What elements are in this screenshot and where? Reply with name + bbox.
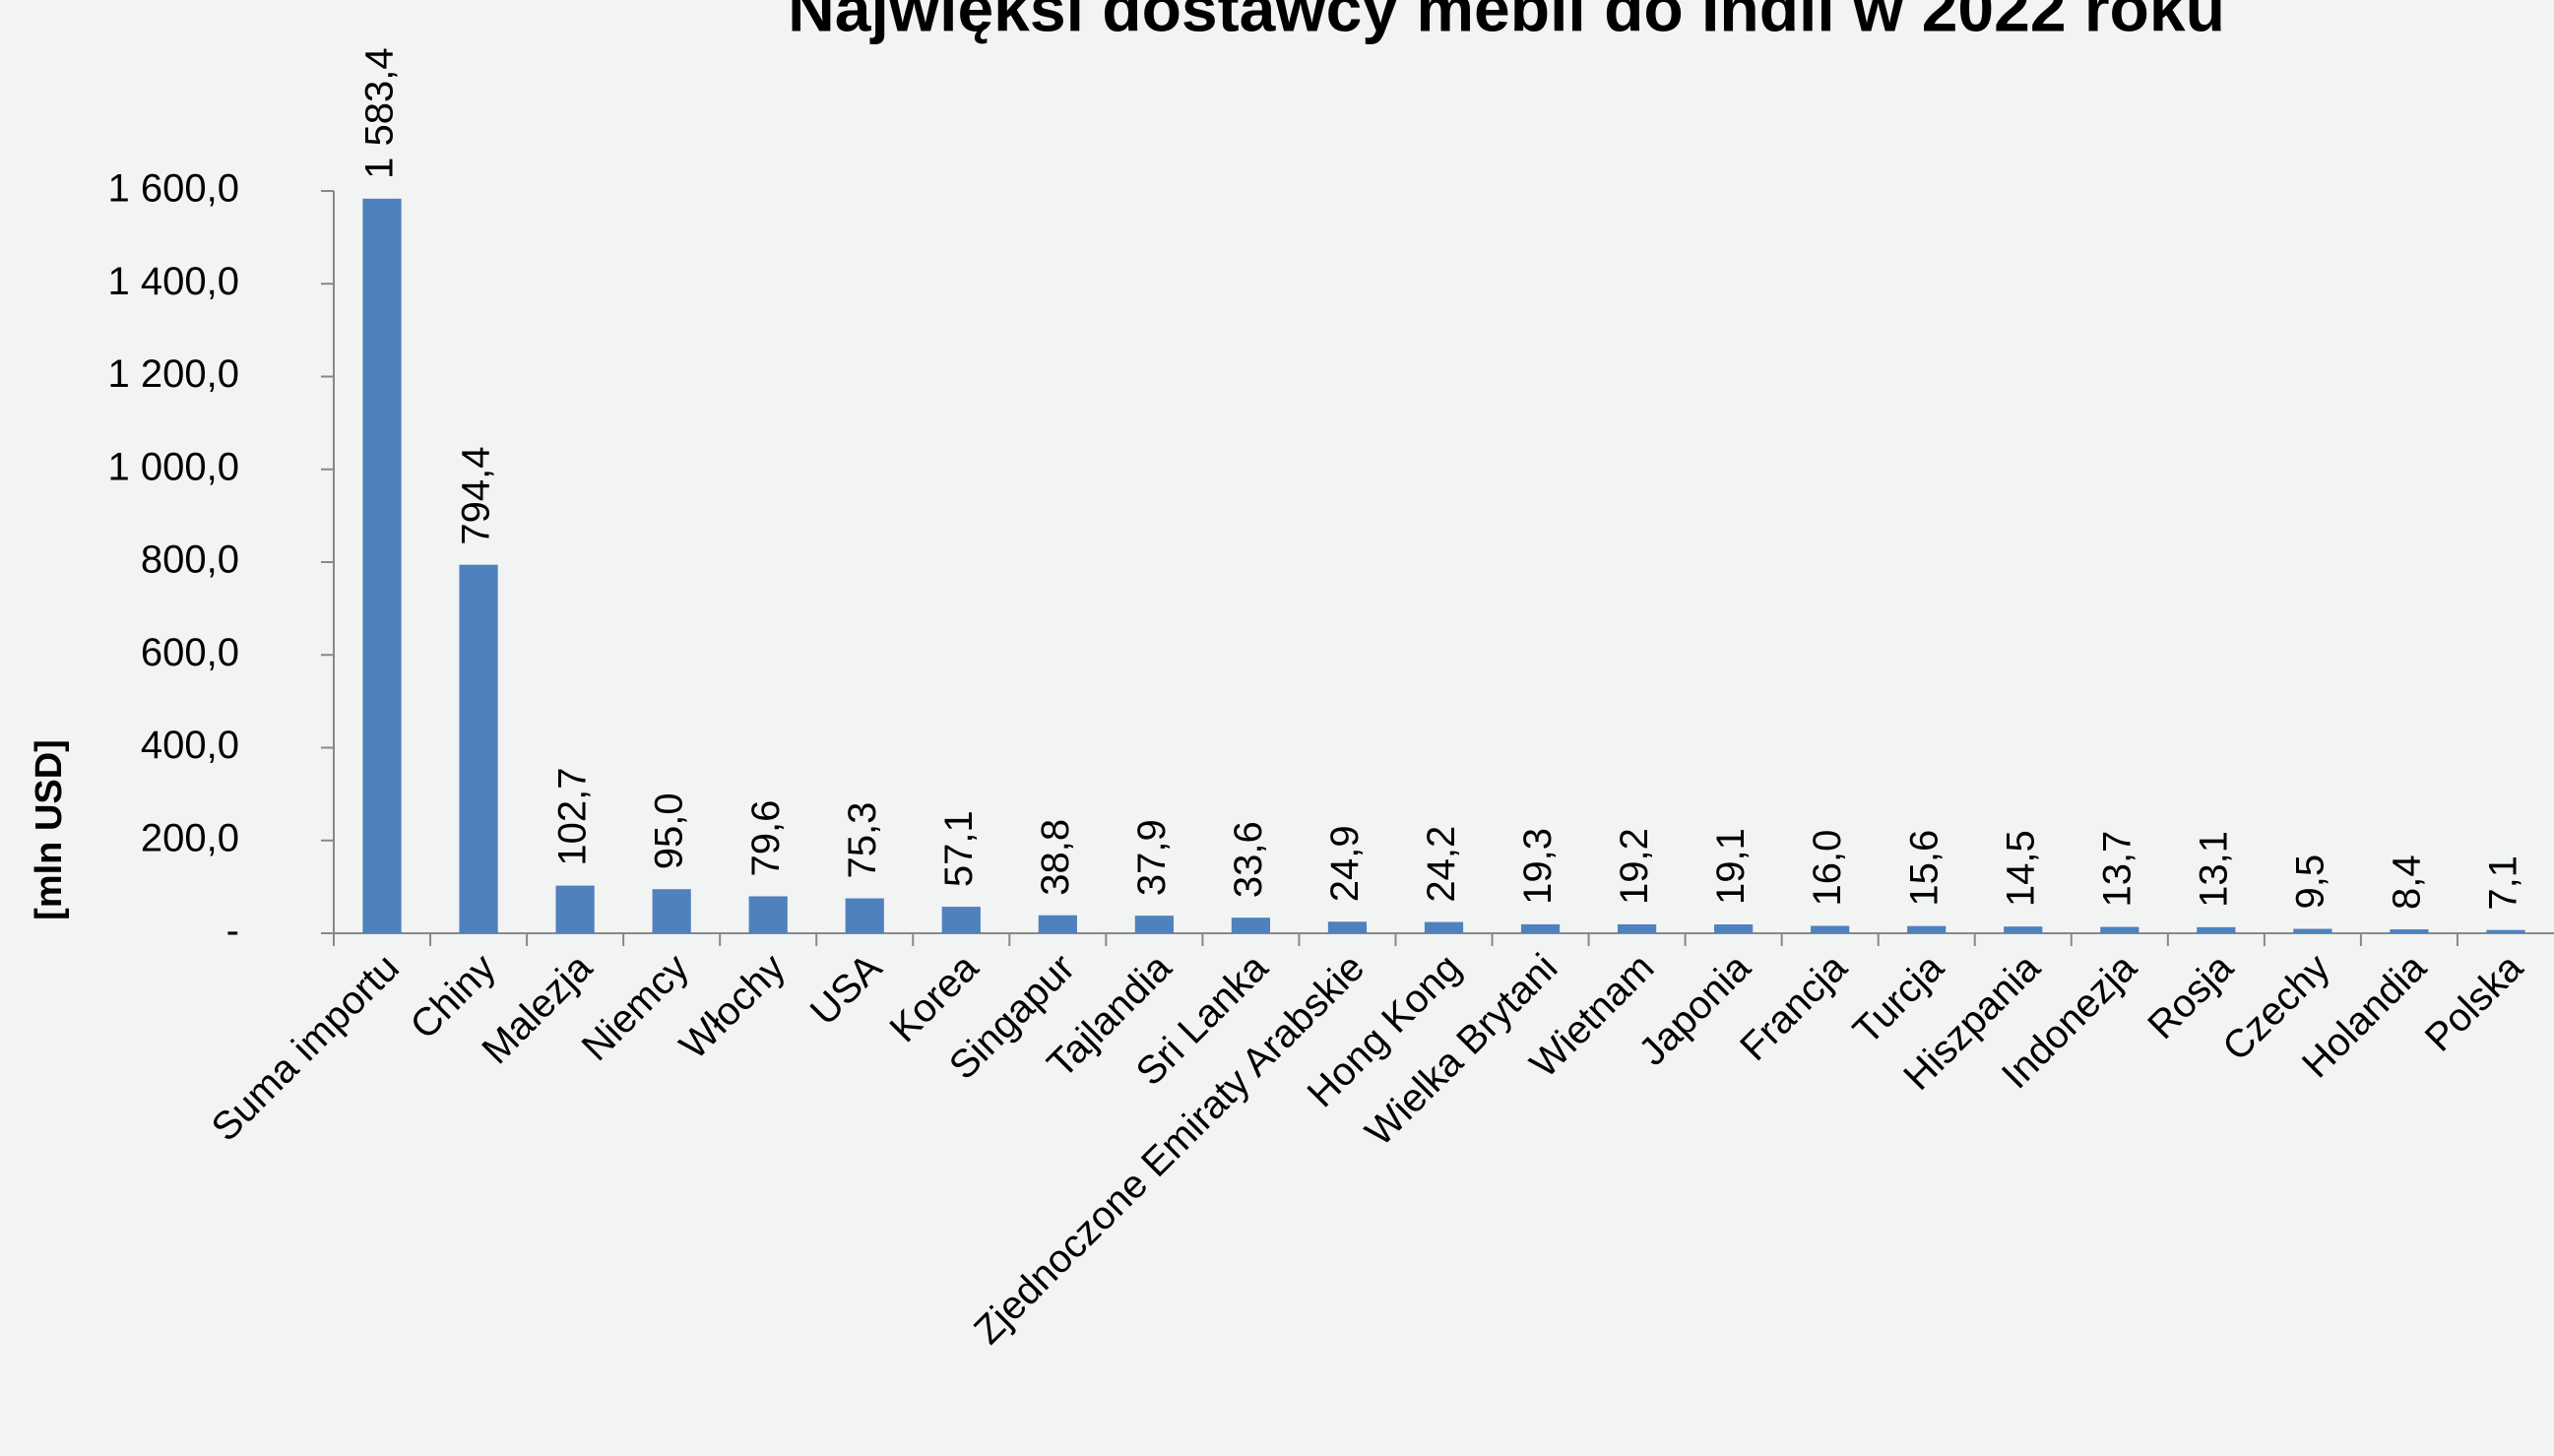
bar — [941, 907, 981, 933]
bar — [1617, 923, 1657, 933]
bar — [1231, 918, 1271, 933]
y-tick-label: 1 200,0 — [108, 352, 239, 396]
y-tick-label: 600,0 — [141, 631, 239, 674]
value-label: 24,2 — [1420, 826, 1463, 903]
value-label: 13,1 — [2192, 831, 2235, 908]
bar — [2486, 929, 2525, 933]
value-label: 19,3 — [1516, 828, 1560, 905]
y-tick-label: 200,0 — [141, 816, 239, 859]
y-tick-label: 1 000,0 — [108, 445, 239, 488]
value-label: 38,8 — [1034, 819, 1077, 896]
y-tick-label: 1 600,0 — [108, 167, 239, 211]
bar — [2004, 926, 2043, 933]
y-tick-label: 800,0 — [141, 538, 239, 582]
bar — [748, 896, 788, 933]
value-label: 8,4 — [2385, 855, 2428, 910]
value-label: 57,1 — [937, 810, 981, 887]
value-label: 79,6 — [744, 800, 788, 877]
bar — [362, 198, 402, 933]
bar — [1907, 925, 1947, 933]
value-label: 19,1 — [1709, 828, 1753, 905]
y-tick-label: 1 400,0 — [108, 260, 239, 303]
value-label: 24,9 — [1323, 825, 1367, 902]
value-label: 16,0 — [1806, 830, 1849, 907]
value-label: 1 583,4 — [358, 47, 402, 178]
bar — [555, 885, 595, 933]
value-label: 37,9 — [1130, 819, 1174, 896]
bar — [652, 889, 691, 933]
bar — [1714, 923, 1754, 933]
value-label: 794,4 — [455, 447, 498, 545]
value-label: 33,6 — [1227, 821, 1270, 898]
value-label: 19,2 — [1613, 828, 1656, 905]
y-tick-label: - — [226, 910, 239, 953]
value-label: 102,7 — [551, 767, 595, 865]
y-tick-label: 400,0 — [141, 724, 239, 767]
bar — [1327, 921, 1368, 933]
chart-title: Najwięksi dostawcy mebli do Indii w 2022… — [788, 0, 2225, 44]
y-axis-label: [mln USD] — [29, 739, 70, 920]
value-label: 9,5 — [2288, 855, 2331, 910]
bar — [2100, 926, 2139, 933]
value-label: 75,3 — [841, 802, 884, 879]
bar — [1424, 921, 1464, 933]
value-label: 13,7 — [2095, 831, 2139, 908]
bar — [1520, 923, 1561, 933]
bar — [845, 898, 884, 933]
bar — [1811, 925, 1850, 933]
bar — [1038, 915, 1077, 933]
value-label: 15,6 — [1902, 830, 1946, 907]
bar — [2293, 928, 2332, 933]
bar — [2390, 929, 2429, 933]
bar — [2197, 926, 2236, 933]
bar — [459, 564, 498, 933]
bar — [1134, 916, 1174, 933]
value-label: 7,1 — [2482, 855, 2525, 911]
value-label: 95,0 — [648, 792, 691, 869]
value-label: 14,5 — [1999, 830, 2042, 907]
